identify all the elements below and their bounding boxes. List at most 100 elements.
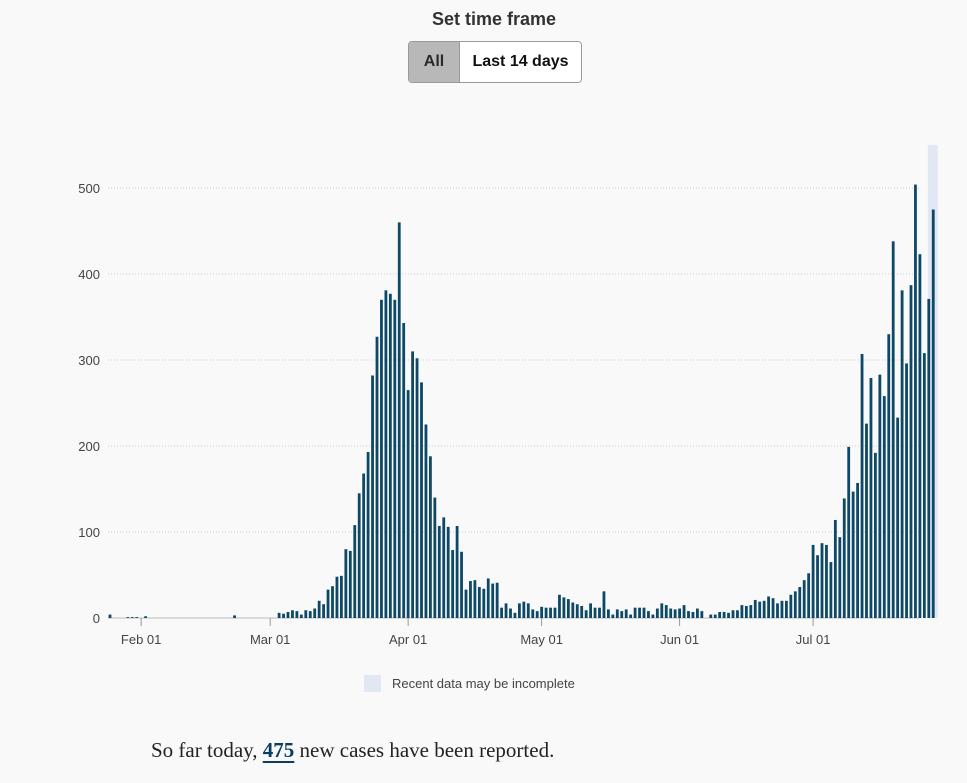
bar — [882, 396, 886, 618]
bar — [700, 611, 704, 618]
bar — [429, 456, 432, 618]
bar — [749, 605, 753, 618]
y-tick-label: 300 — [78, 353, 100, 368]
bar — [455, 525, 459, 618]
bar — [856, 482, 859, 618]
bar — [286, 611, 290, 618]
bar — [905, 363, 908, 618]
bar — [709, 614, 713, 618]
bar — [584, 610, 588, 618]
bar — [767, 596, 770, 618]
bar — [642, 607, 646, 618]
bar — [135, 617, 139, 618]
bar — [526, 603, 530, 618]
bar — [308, 611, 312, 618]
option-all-button[interactable]: All — [409, 42, 460, 82]
bar — [353, 525, 357, 618]
x-tick-label: Apr 01 — [389, 632, 427, 647]
bar — [500, 607, 503, 618]
time-frame-toggle: All Last 14 days — [408, 41, 582, 83]
bar — [776, 603, 779, 618]
bar — [580, 605, 584, 618]
legend-label: Recent data may be incomplete — [392, 676, 575, 691]
bar — [802, 580, 806, 618]
bar — [931, 209, 935, 618]
bar — [713, 614, 717, 618]
bar — [753, 599, 757, 618]
bar — [331, 586, 334, 618]
bar — [887, 334, 891, 618]
bar — [789, 594, 793, 618]
bar — [785, 600, 788, 618]
bar — [518, 603, 521, 618]
bar — [647, 611, 650, 618]
bar — [388, 293, 392, 618]
bar — [629, 614, 633, 618]
bar — [793, 591, 797, 618]
bar — [758, 601, 762, 618]
bar — [811, 544, 815, 618]
bar — [295, 611, 299, 618]
bar — [624, 609, 628, 618]
x-tick-label: May 01 — [520, 632, 563, 647]
bar — [304, 610, 308, 618]
bar — [691, 611, 695, 618]
bar — [673, 609, 677, 618]
bar — [865, 423, 868, 618]
bar — [144, 616, 147, 618]
bar — [771, 598, 775, 618]
bar — [366, 452, 370, 618]
bar — [927, 298, 931, 618]
bar — [126, 617, 130, 618]
today-count-link[interactable]: 475 — [262, 738, 295, 762]
bar — [687, 611, 690, 618]
bar — [878, 374, 882, 618]
bar — [825, 544, 828, 618]
cases-bar-chart: 0 100 200 300 400 500 Feb 01 Mar 01 Apr 01 May 0… — [78, 145, 938, 692]
bar — [869, 378, 873, 618]
time-frame-title: Set time frame — [431, 9, 557, 29]
x-axis: Feb 01 Mar 01 Apr 01 May 01 Jun 01 Jul 01 — [121, 618, 831, 647]
bar — [544, 607, 548, 618]
bar — [638, 607, 641, 618]
bar — [736, 610, 739, 618]
bar — [464, 589, 468, 618]
option-last-14-days-button[interactable]: Last 14 days — [460, 42, 581, 82]
bar — [291, 610, 294, 618]
y-tick-label: 500 — [78, 181, 100, 196]
bar — [317, 600, 321, 618]
bar — [851, 491, 855, 618]
bar — [816, 555, 819, 618]
bar — [740, 605, 744, 618]
bar — [437, 525, 441, 618]
bar — [807, 573, 811, 618]
bar — [842, 498, 846, 618]
bar — [522, 601, 526, 618]
bar — [477, 587, 481, 618]
legend-swatch — [364, 675, 381, 692]
bar — [535, 611, 539, 618]
y-tick-label: 400 — [78, 267, 100, 282]
bar — [909, 285, 913, 618]
bar — [277, 612, 281, 618]
bar — [420, 382, 423, 618]
bar — [669, 608, 673, 618]
bar — [620, 611, 624, 618]
bar — [602, 591, 606, 618]
bar — [762, 600, 766, 618]
bar — [874, 452, 877, 618]
bar — [558, 594, 561, 618]
bar — [593, 607, 597, 618]
bar — [531, 609, 535, 618]
bar — [611, 614, 615, 618]
bar — [727, 612, 730, 618]
bar — [504, 603, 508, 618]
bar — [313, 608, 317, 618]
bar — [780, 600, 784, 618]
bar — [393, 299, 397, 618]
bar — [660, 603, 664, 618]
bar — [340, 575, 343, 618]
bar — [362, 473, 366, 618]
x-tick-label: Jul 01 — [796, 632, 831, 647]
bar — [553, 607, 557, 618]
